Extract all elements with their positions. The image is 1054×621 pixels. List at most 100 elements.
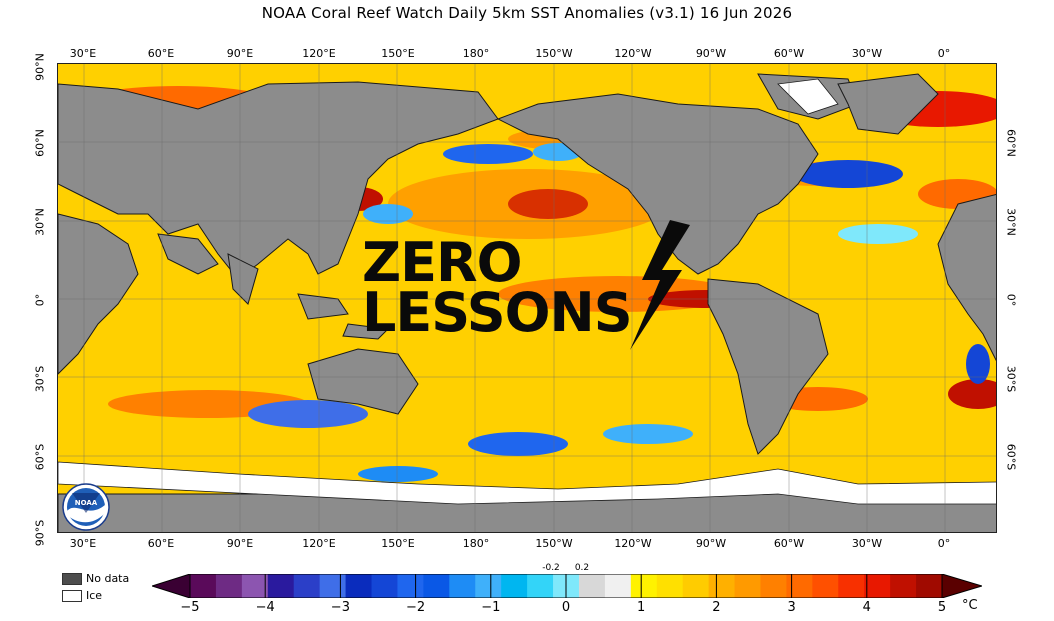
- colorbar-segment: [812, 574, 839, 598]
- latitude-label-left: 60°S: [33, 443, 47, 471]
- colorbar-segment: [864, 574, 891, 598]
- longitude-label-top: 30°W: [851, 47, 883, 60]
- longitude-label-bottom: 30°E: [69, 537, 97, 550]
- lightning-bolt-icon: [630, 220, 690, 350]
- graticule: [58, 64, 996, 532]
- colorbar-segment: [475, 574, 502, 598]
- zero-lessons-watermark: ZERO LESSONS: [362, 220, 690, 350]
- colorbar-segment: [345, 574, 373, 598]
- no-data-swatch: [62, 572, 82, 585]
- watermark-line-1: ZERO: [362, 231, 523, 294]
- colorbar-tick-label: −5: [180, 600, 200, 615]
- longitude-label-bottom: 180°: [462, 537, 490, 550]
- longitude-label-top: 180°: [462, 47, 490, 60]
- sea-ice: [58, 78, 996, 505]
- colorbar-segment: [215, 574, 243, 598]
- colorbar-segment: [890, 574, 917, 598]
- colorbar-segment: [190, 574, 217, 598]
- colorbar-segment: [708, 574, 736, 598]
- ice-label: Ice: [86, 589, 103, 602]
- latitude-label-left: 60°N: [33, 129, 47, 157]
- colorbar-segment: [630, 574, 658, 598]
- longitude-label-bottom: 30°W: [851, 537, 883, 550]
- sst-anomaly-map[interactable]: [57, 63, 997, 533]
- longitude-label-bottom: 60°W: [773, 537, 805, 550]
- latitude-label-right: 30°N: [1004, 208, 1018, 236]
- colorbar-segment: [293, 574, 321, 598]
- longitude-label-top: 0°: [937, 47, 951, 60]
- colorbar-tick-label: −2: [406, 600, 426, 615]
- colorbar-tick-label: −4: [255, 600, 275, 615]
- colorbar-tick-label: 1: [637, 600, 646, 615]
- longitude-label-bottom: 150°W: [535, 537, 573, 550]
- colorbar-segment: [371, 574, 398, 598]
- cool-anomaly-patches: [248, 143, 990, 482]
- colorbar-neutral-low-label: -0.2: [542, 563, 560, 573]
- longitude-label-top: 150°W: [535, 47, 573, 60]
- map-canvas: [58, 64, 996, 532]
- noaa-logo-icon: NOAA: [62, 483, 110, 531]
- latitude-label-right: 0°: [1004, 293, 1018, 307]
- colorbar-unit: °C: [962, 598, 978, 613]
- colorbar-tick-label: 3: [787, 600, 796, 615]
- colorbar-segment: [578, 574, 606, 598]
- no-data-label: No data: [86, 572, 130, 585]
- longitude-label-top: 150°E: [381, 47, 415, 60]
- colorbar-tick-label: 0: [561, 600, 571, 615]
- colorbar-segment: [501, 574, 528, 598]
- longitude-label-bottom: 120°W: [614, 537, 652, 550]
- land-masses: [58, 73, 996, 532]
- colorbar-segment: [267, 574, 295, 598]
- latitude-label-right: 30°S: [1004, 365, 1018, 393]
- colorbar-segment: [838, 574, 865, 598]
- colorbar-tick-label: 2: [712, 600, 721, 615]
- colorbar-segment: [423, 574, 450, 598]
- latitude-label-left: 90°N: [33, 53, 47, 81]
- colorbar-segment: [604, 574, 632, 598]
- colorbar-segment: [786, 574, 813, 598]
- longitude-label-bottom: 60°E: [147, 537, 175, 550]
- map-title: NOAA Coral Reef Watch Daily 5km SST Anom…: [261, 4, 793, 22]
- latitude-label-left: 30°S: [33, 365, 47, 393]
- longitude-label-bottom: 150°E: [381, 537, 415, 550]
- colorbar-segment: [319, 574, 347, 598]
- latitude-label-left: 0°: [33, 293, 47, 307]
- longitude-label-top: 120°E: [302, 47, 336, 60]
- watermark-line-2: LESSONS: [362, 281, 633, 344]
- colorbar-segment: [916, 574, 943, 598]
- legend-ice: Ice: [62, 587, 129, 604]
- colorbar-tick-label: 5: [937, 600, 947, 615]
- longitude-label-top: 60°E: [147, 47, 175, 60]
- ice-swatch: [62, 589, 82, 602]
- colorbar-underflow-triangle: [152, 574, 190, 598]
- longitude-label-bottom: 120°E: [302, 537, 336, 550]
- noaa-logo-text: NOAA: [75, 499, 98, 507]
- longitude-label-bottom: 90°W: [695, 537, 727, 550]
- colorbar-segment: [397, 574, 424, 598]
- longitude-label-top: 30°E: [69, 47, 97, 60]
- colorbar-overflow-triangle: [942, 574, 982, 598]
- longitude-label-top: 90°E: [226, 47, 254, 60]
- longitude-label-top: 120°W: [614, 47, 652, 60]
- anomaly-colorbar: [152, 574, 982, 598]
- colorbar-tick-label: −3: [330, 600, 350, 615]
- colorbar-segment: [527, 574, 554, 598]
- colorbar-segment: [734, 574, 761, 598]
- colorbar-segment: [760, 574, 787, 598]
- longitude-label-top: 90°W: [695, 47, 727, 60]
- colorbar-segment: [682, 574, 710, 598]
- longitude-label-top: 60°W: [773, 47, 805, 60]
- colorbar-tick-label: −1: [481, 600, 501, 615]
- legend-no-data: No data: [62, 570, 129, 587]
- latitude-label-left: 30°N: [33, 208, 47, 236]
- legend-keys: No data Ice: [62, 570, 129, 604]
- colorbar-segment: [449, 574, 476, 598]
- colorbar-segment: [656, 574, 684, 598]
- longitude-label-bottom: 0°: [937, 537, 951, 550]
- colorbar-neutral-high-label: 0.2: [574, 563, 590, 573]
- latitude-label-right: 60°S: [1004, 443, 1018, 471]
- latitude-label-right: 60°N: [1004, 129, 1018, 157]
- longitude-label-bottom: 90°E: [226, 537, 254, 550]
- colorbar-segment: [241, 574, 269, 598]
- latitude-label-left: 90°S: [33, 519, 47, 547]
